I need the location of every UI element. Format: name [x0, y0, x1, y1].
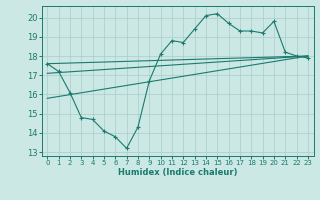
X-axis label: Humidex (Indice chaleur): Humidex (Indice chaleur): [118, 168, 237, 177]
